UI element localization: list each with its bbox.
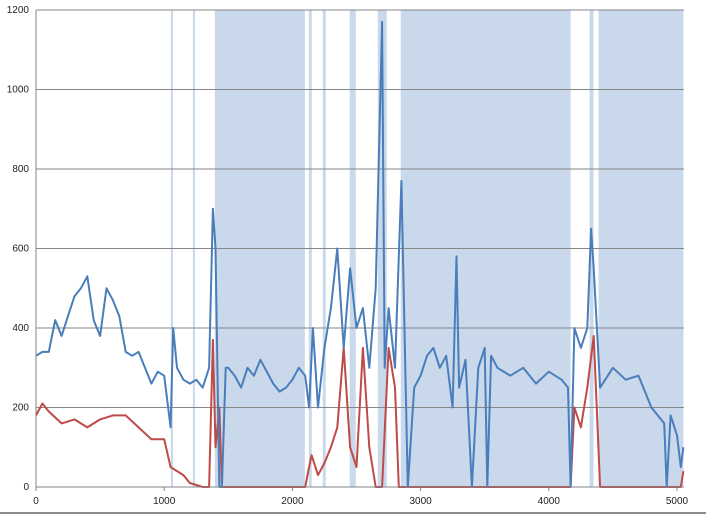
y-tick-label: 200 bbox=[12, 403, 29, 414]
x-tick-label: 0 bbox=[33, 496, 39, 507]
y-tick-label: 800 bbox=[12, 164, 29, 175]
red-series-line bbox=[35, 335, 685, 488]
y-tick-label: 600 bbox=[12, 244, 29, 255]
y-tick-label: 1000 bbox=[7, 85, 30, 96]
x-tick-label: 3000 bbox=[409, 496, 432, 507]
x-tick-label: 2000 bbox=[281, 496, 304, 507]
x-tick-label: 1000 bbox=[153, 496, 176, 507]
blue-series-line bbox=[35, 20, 685, 488]
y-tick-label: 0 bbox=[23, 482, 29, 493]
x-tick-label: 4000 bbox=[538, 496, 561, 507]
y-tick-label: 1200 bbox=[7, 5, 30, 16]
x-tick-label: 5000 bbox=[666, 496, 689, 507]
y-tick-label: 400 bbox=[12, 323, 29, 334]
